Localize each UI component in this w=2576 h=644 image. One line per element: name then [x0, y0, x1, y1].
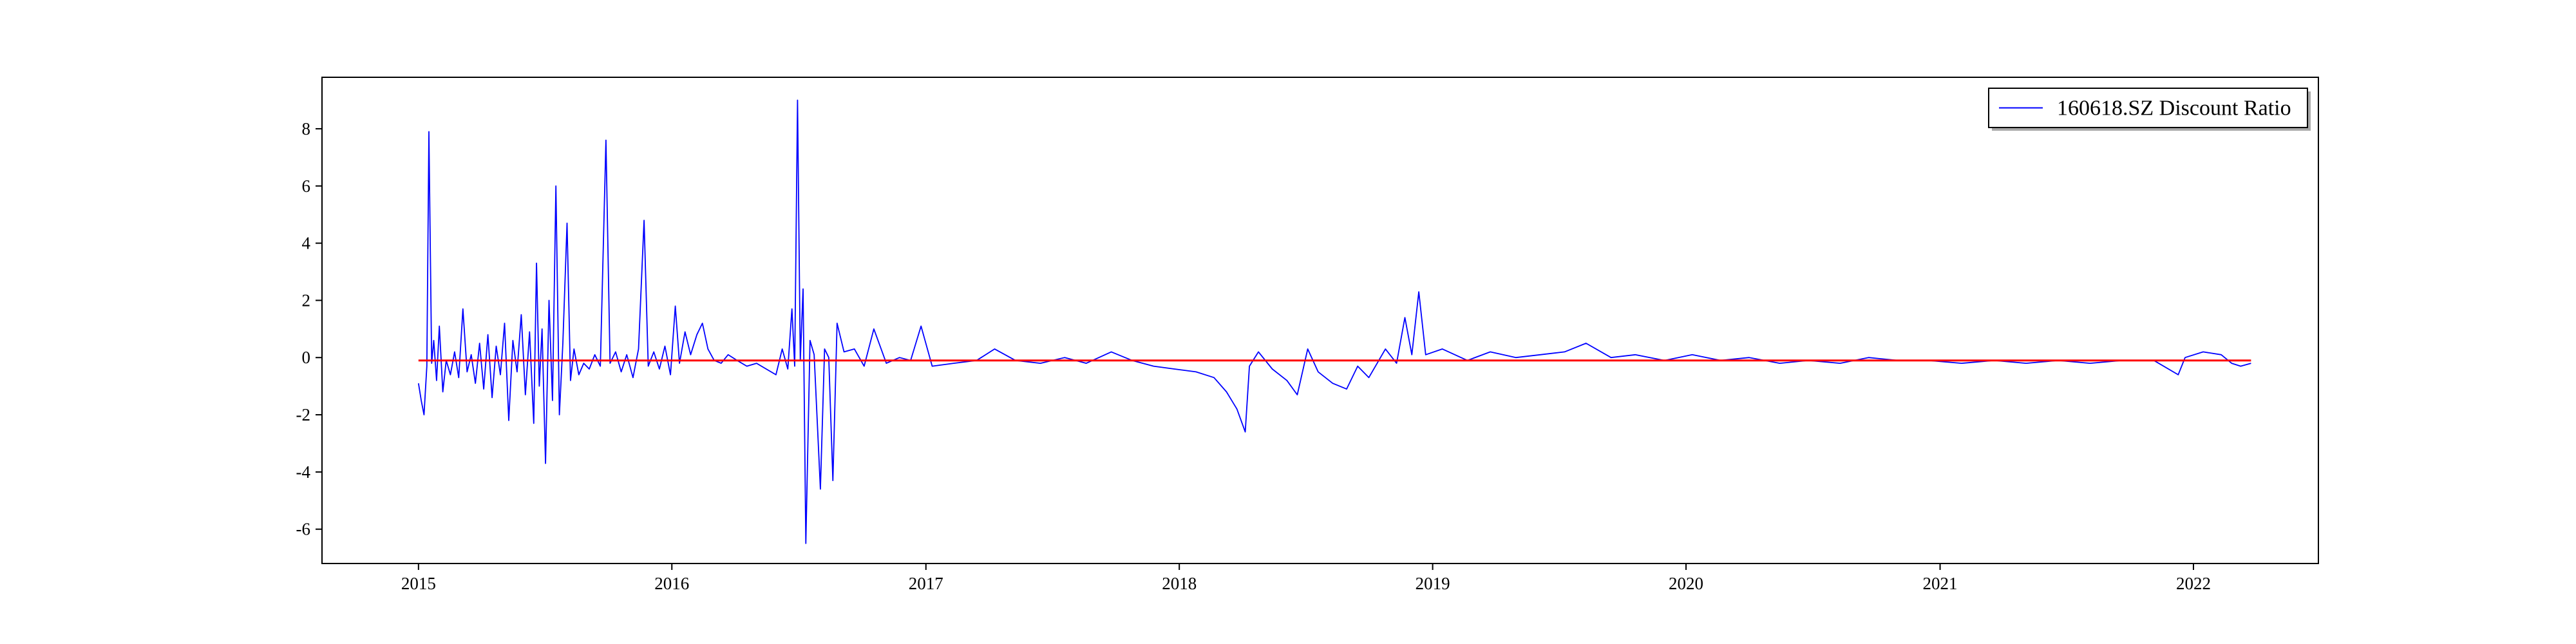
x-axis: 2015 2016 2017 2018 2019 2020 2021 2022 — [401, 564, 2211, 593]
y-tick-label: -6 — [296, 520, 311, 539]
y-tick-label: 2 — [302, 290, 311, 310]
y-tick-label: 6 — [302, 176, 311, 196]
x-tick-label: 2015 — [401, 574, 436, 593]
series-line-discount-ratio — [417, 99, 2251, 544]
x-tick-label: 2016 — [654, 574, 689, 593]
y-tick-label: -4 — [296, 462, 311, 482]
x-tick-label: 2017 — [909, 574, 943, 593]
y-tick-label: 8 — [302, 119, 311, 138]
x-tick-label: 2022 — [2176, 574, 2211, 593]
x-tick-label: 2019 — [1416, 574, 1450, 593]
series-layer — [417, 99, 2251, 544]
legend-label: 160618.SZ Discount Ratio — [2057, 97, 2291, 120]
x-tick-label: 2021 — [1923, 574, 1958, 593]
x-tick-label: 2020 — [1669, 574, 1703, 593]
y-tick-label: 0 — [302, 348, 311, 367]
plot-area — [321, 77, 2319, 564]
y-axis: -6 -4 -2 0 2 4 6 8 — [296, 119, 322, 539]
x-tick-label: 2018 — [1162, 574, 1197, 593]
y-tick-label: -2 — [296, 405, 311, 424]
legend: 160618.SZ Discount Ratio — [1988, 88, 2311, 131]
y-tick-label: 4 — [302, 234, 311, 253]
